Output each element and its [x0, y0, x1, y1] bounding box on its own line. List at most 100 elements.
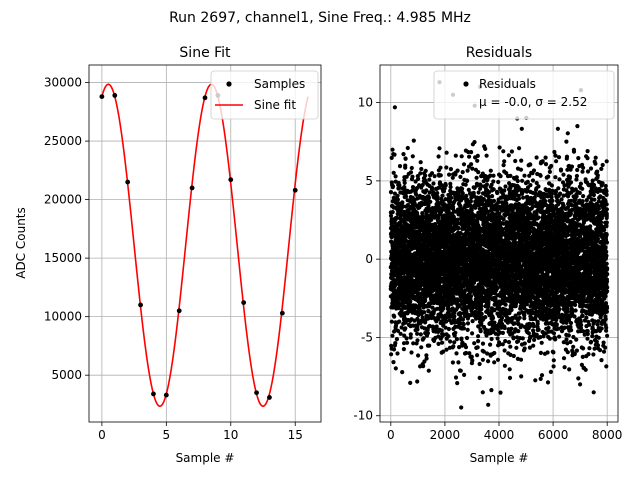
- residual-point: [519, 374, 524, 379]
- residual-point: [484, 153, 489, 158]
- residual-point: [435, 191, 440, 196]
- sample-point: [279, 310, 285, 316]
- residual-point: [425, 327, 430, 332]
- sample-point: [125, 179, 131, 185]
- residual-point: [496, 179, 501, 185]
- residual-point: [413, 179, 418, 184]
- residual-point: [418, 332, 423, 337]
- residual-point: [518, 357, 524, 362]
- residual-point: [498, 174, 503, 179]
- residual-point: [436, 154, 441, 159]
- residual-point: [393, 323, 399, 328]
- residual-point: [459, 154, 464, 159]
- residual-point: [391, 347, 397, 352]
- residual-point: [424, 353, 429, 358]
- residual-point: [389, 352, 394, 357]
- residual-point: [508, 173, 513, 178]
- figure-suptitle: Run 2697, channel1, Sine Freq.: 4.985 MH…: [169, 10, 471, 26]
- sine-fit-x-tick-label: 0: [98, 428, 106, 442]
- residual-point: [491, 198, 497, 203]
- residual-point: [453, 375, 459, 380]
- residuals-title: Residuals: [466, 45, 532, 61]
- residual-point: [451, 344, 456, 349]
- residual-point: [389, 155, 394, 160]
- residual-point: [501, 149, 506, 154]
- residual-point: [472, 140, 477, 145]
- residual-point: [477, 361, 482, 367]
- residual-point: [392, 152, 397, 157]
- sine-fit-x-tick-label: 15: [288, 428, 303, 442]
- residual-point: [497, 145, 502, 150]
- residual-point: [475, 153, 480, 158]
- residual-point: [491, 179, 496, 184]
- residual-point: [422, 310, 427, 315]
- residual-point: [452, 314, 457, 319]
- residual-point: [480, 357, 485, 362]
- sample-point: [241, 300, 247, 306]
- sine-fit-x-tick-label: 10: [223, 428, 238, 442]
- residual-point: [444, 150, 449, 155]
- residual-point: [404, 174, 409, 179]
- residual-point: [501, 163, 506, 168]
- residual-point: [415, 338, 420, 343]
- sample-point: [292, 187, 298, 193]
- residual-point: [418, 160, 423, 165]
- residual-point: [469, 150, 474, 155]
- residual-point: [508, 344, 513, 349]
- sine-fit-title: Sine Fit: [179, 45, 231, 61]
- residual-point: [429, 185, 435, 190]
- residual-point: [491, 173, 496, 178]
- residual-point: [437, 146, 442, 151]
- residual-point: [458, 368, 463, 373]
- residual-point: [443, 183, 448, 188]
- residual-point: [511, 353, 516, 359]
- residual-point: [490, 194, 495, 199]
- residual-point: [492, 350, 497, 356]
- residual-point: [459, 405, 464, 410]
- residual-point: [423, 173, 428, 178]
- sine-fit-y-tick-label: 5000: [51, 368, 82, 382]
- residual-point: [400, 200, 405, 205]
- residual-point: [435, 194, 440, 199]
- residual-point: [409, 165, 414, 171]
- residual-point: [506, 340, 512, 345]
- residual-point: [418, 171, 423, 176]
- residual-point: [393, 366, 398, 371]
- residual-point: [420, 315, 425, 320]
- residual-point: [426, 309, 431, 314]
- residual-point: [422, 359, 427, 364]
- sine-fit-axes-frame: [88, 64, 322, 423]
- residual-point: [518, 167, 524, 172]
- residual-point: [428, 199, 433, 204]
- residual-point: [468, 199, 473, 204]
- residual-point: [403, 326, 408, 331]
- residual-point: [410, 174, 415, 179]
- residual-point: [465, 321, 471, 326]
- sample-point: [202, 95, 208, 101]
- residual-point: [397, 164, 403, 169]
- residual-point: [513, 158, 518, 164]
- residual-point: [392, 314, 397, 319]
- residual-point: [483, 315, 488, 320]
- residual-point: [515, 178, 520, 184]
- residual-point: [409, 350, 414, 355]
- residual-point: [388, 213, 394, 218]
- residual-point: [440, 193, 445, 198]
- residual-point: [468, 203, 473, 208]
- residual-point: [460, 186, 465, 191]
- sine-fit-y-tick-label: 20000: [44, 193, 82, 207]
- residual-point: [415, 379, 420, 384]
- sine-fit-legend: Samples Sine fit: [210, 70, 319, 120]
- residual-point: [470, 319, 475, 324]
- residual-point: [465, 168, 470, 173]
- residual-point: [500, 330, 505, 335]
- residual-point: [520, 178, 525, 183]
- residual-point: [475, 158, 480, 163]
- sine-fit-legend-box: [210, 70, 319, 120]
- residual-point: [514, 345, 519, 350]
- residual-point: [446, 326, 451, 332]
- residual-point: [455, 168, 460, 173]
- residual-point: [517, 315, 522, 320]
- residual-point: [424, 188, 429, 193]
- residual-point: [414, 186, 420, 191]
